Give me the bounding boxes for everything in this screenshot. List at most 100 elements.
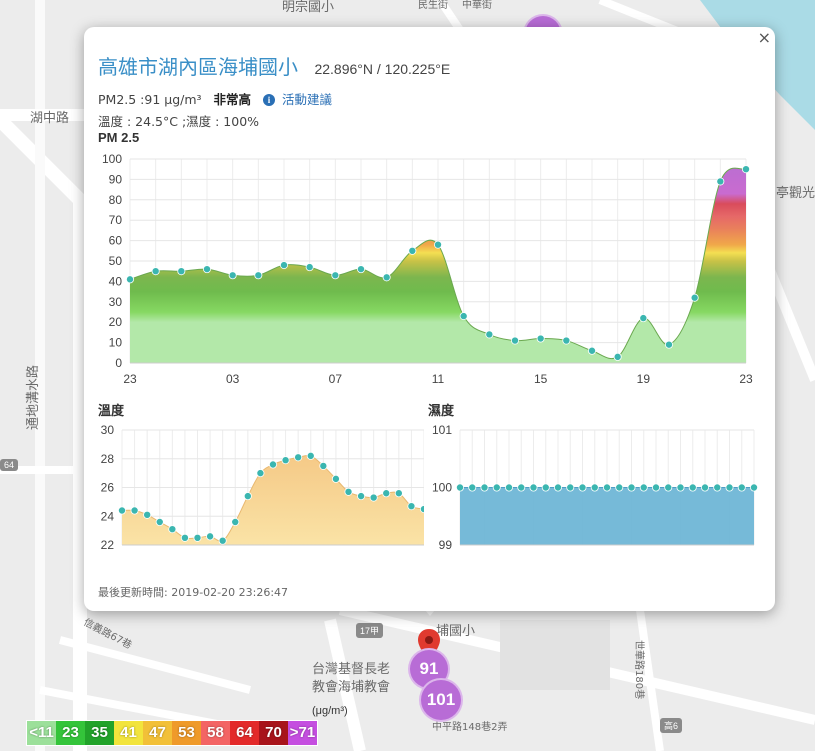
y-tick-label: 100 (432, 481, 452, 495)
data-point (151, 267, 160, 276)
y-tick-label: 50 (109, 254, 123, 268)
map-label-church-1: 台灣基督長老 (312, 662, 391, 677)
data-point (382, 273, 391, 282)
station-name: 高雄市湖內區海埔國小 (98, 55, 298, 79)
pm-reading-row: PM2.5 :91 μg/m³ 非常高 i 活動建議 (98, 89, 332, 108)
map-label-zhonghua-street: 中華街 (462, 0, 492, 11)
data-point (306, 451, 315, 460)
data-point (578, 483, 587, 492)
data-point (130, 506, 139, 515)
activity-advice-link[interactable]: 活動建議 (282, 92, 333, 107)
legend-cell: 23 (56, 721, 85, 745)
data-point (294, 453, 303, 462)
data-point (168, 525, 177, 534)
y-tick-label: 26 (101, 481, 115, 495)
map-label-huzhong-road: 湖中路 (30, 111, 70, 126)
data-point (305, 263, 314, 272)
data-point (700, 483, 709, 492)
y-tick-label: 30 (101, 423, 115, 437)
map-label-east: 亭觀光 (776, 186, 815, 201)
close-icon[interactable]: × (757, 28, 771, 47)
data-point (357, 492, 366, 501)
map-label-zhongping-lane: 中平路148巷2弄 (432, 722, 508, 733)
data-point (492, 483, 501, 492)
pm-reading: PM2.5 :91 μg/m³ (98, 92, 202, 107)
y-tick-label: 101 (432, 423, 452, 437)
data-point (725, 483, 734, 492)
data-point (193, 533, 202, 542)
legend-cell: 58 (201, 721, 230, 745)
data-point (281, 456, 290, 465)
data-point (713, 483, 722, 492)
y-tick-label: 60 (109, 234, 123, 248)
data-point (676, 483, 685, 492)
data-point (356, 265, 365, 274)
data-point (587, 346, 596, 355)
y-tick-label: 30 (109, 295, 123, 309)
data-point (627, 483, 636, 492)
y-tick-label: 70 (109, 213, 123, 227)
data-point (319, 461, 328, 470)
legend-cell: 64 (230, 721, 259, 745)
map-label-church-2: 教會海埔教會 (312, 680, 391, 695)
data-point (536, 334, 545, 343)
y-tick-label: 100 (102, 152, 122, 166)
legend-cell: 41 (114, 721, 143, 745)
station-popup: × 高雄市湖內區海埔國小 22.896°N / 120.225°E PM2.5 … (84, 27, 775, 611)
area-fill (460, 487, 754, 545)
data-point (408, 246, 417, 255)
road-badge-gao6: 高6 (660, 718, 683, 733)
data-point (243, 492, 252, 501)
y-tick-label: 24 (101, 509, 115, 523)
map-label-canal: 通地溝水路 (26, 364, 41, 430)
data-point (218, 536, 227, 545)
legend-cell: 70 (259, 721, 288, 745)
data-point (394, 489, 403, 498)
map-label-shihua-lane: 世華路180巷 (633, 640, 644, 700)
data-point (254, 271, 263, 280)
data-point (485, 330, 494, 339)
data-point (180, 533, 189, 542)
y-tick-label: 90 (109, 172, 123, 186)
data-point (382, 489, 391, 498)
data-point (126, 275, 135, 284)
data-point (433, 240, 442, 249)
temp-chart: 22 24 26 28 30 (101, 423, 424, 552)
y-tick-label: 28 (101, 452, 115, 466)
data-point (505, 483, 514, 492)
data-point (228, 271, 237, 280)
last-updated: 最後更新時間: 2019-02-20 23:26:47 (98, 586, 289, 599)
data-point (529, 483, 538, 492)
data-point (664, 483, 673, 492)
weather-reading: 溫度 : 24.5°C ;濕度 : 100% (98, 114, 260, 129)
x-tick-label: 15 (534, 372, 548, 386)
data-point (590, 483, 599, 492)
station-coords: 22.896°N / 120.225°E (314, 61, 451, 77)
y-tick-label: 22 (101, 538, 115, 552)
data-point (206, 532, 215, 541)
data-point (690, 293, 699, 302)
data-point (331, 474, 340, 483)
data-point (459, 312, 468, 321)
data-point (688, 483, 697, 492)
data-point (231, 518, 240, 527)
data-point (737, 483, 746, 492)
info-icon[interactable]: i (263, 94, 276, 106)
data-point (268, 460, 277, 469)
legend-cell: 35 (85, 721, 114, 745)
data-point (562, 336, 571, 345)
data-point (665, 340, 674, 349)
area-fill (122, 455, 424, 545)
station-cluster-101[interactable]: 101 (419, 678, 463, 722)
data-point (615, 483, 624, 492)
y-tick-label: 99 (439, 538, 453, 552)
y-tick-label: 80 (109, 193, 123, 207)
x-tick-label: 19 (637, 372, 651, 386)
data-point (456, 483, 465, 492)
road-badge-17jia: 17甲 (356, 623, 384, 638)
y-tick-label: 40 (109, 274, 123, 288)
area-fill (130, 168, 746, 363)
legend-cell: <11 (27, 721, 56, 745)
data-point (155, 518, 164, 527)
data-point (639, 483, 648, 492)
